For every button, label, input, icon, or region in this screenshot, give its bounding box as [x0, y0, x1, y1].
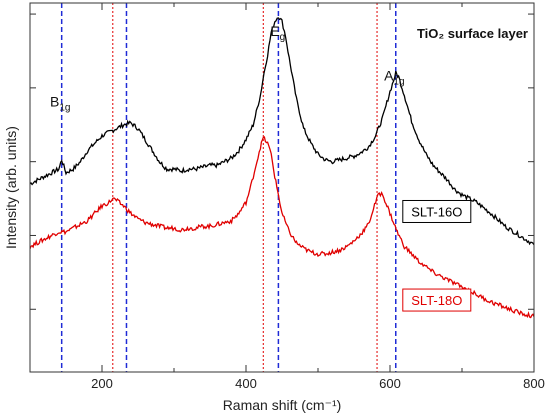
x-axis-title: Raman shift (cm⁻¹) [223, 397, 342, 413]
x-tick-label-800: 800 [523, 376, 545, 391]
axis-ticks: 200 400 600 800 [29, 3, 545, 391]
chart-labels: Raman shift (cm⁻¹) Intensity (arb. units)… [3, 23, 528, 413]
reference-lines [60, 3, 397, 372]
chart-title: TiO₂ surface layer [417, 26, 528, 41]
series-label-slt-18o: SLT-18O [402, 288, 472, 312]
axes-frame [29, 2, 535, 373]
plot-frame [29, 2, 535, 373]
svg-text:SLT-18O: SLT-18O [411, 293, 462, 308]
series-label-slt-16o: SLT-16O [402, 199, 472, 223]
x-tick-label-600: 600 [379, 376, 401, 391]
svg-text:SLT-16O: SLT-16O [411, 204, 462, 219]
peak-label-a1g: A1g [384, 67, 404, 87]
y-axis-title: Intensity (arb. units) [3, 126, 19, 249]
x-tick-label-400: 400 [235, 376, 257, 391]
series-line-slt-18o [30, 136, 534, 319]
peak-label-b1g: B1g [50, 93, 70, 113]
x-tick-label-200: 200 [91, 376, 113, 391]
series-line-slt-16o [30, 17, 534, 246]
series-layer [30, 17, 534, 319]
